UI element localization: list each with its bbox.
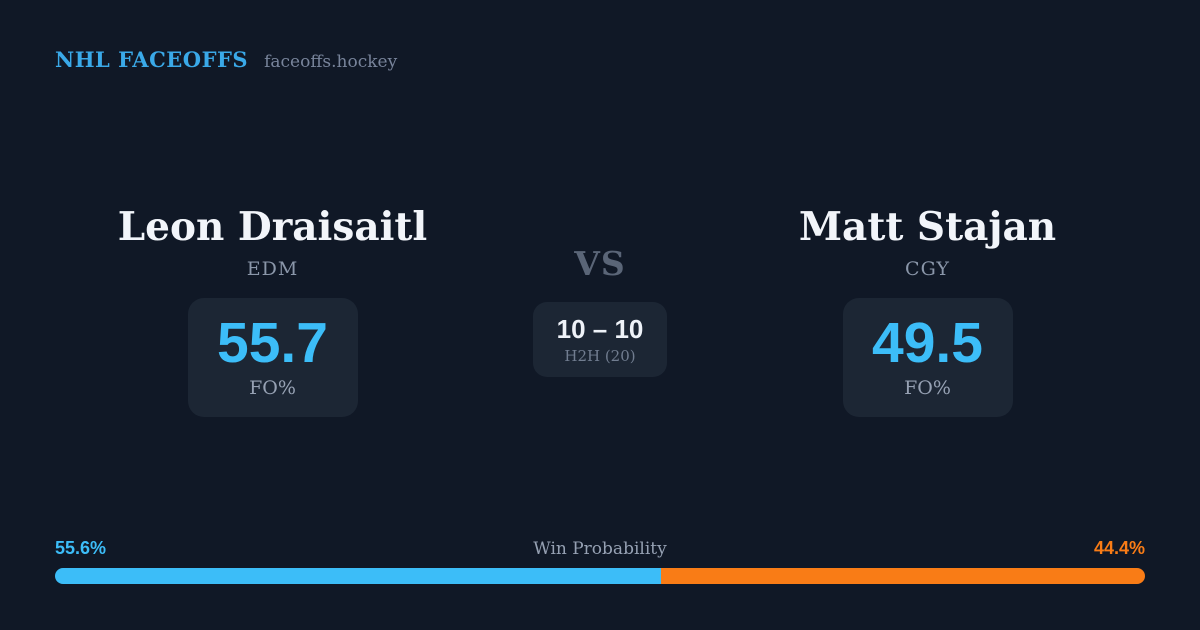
win-pct-left: 55.6% (55, 538, 107, 558)
win-probability-labels: 55.6% Win Probability 44.4% (55, 538, 1145, 559)
vs-label: VS (574, 244, 626, 283)
player-left-fo-label: FO% (249, 376, 296, 399)
player-left-faceoff-card: 55.7 FO% (187, 297, 358, 417)
h2h-score: 10 – 10 (556, 314, 644, 344)
win-bar-right-segment (661, 568, 1145, 584)
player-right-faceoff-card: 49.5 FO% (842, 297, 1013, 417)
player-left-team: EDM (246, 257, 299, 280)
player-left-fo-pct: 55.7 (217, 310, 328, 375)
h2h-label: H2H (20) (564, 346, 636, 365)
player-left: Leon Draisaitl EDM 55.7 FO% (60, 205, 485, 417)
win-bar-left-segment (55, 568, 662, 584)
win-probability-section: 55.6% Win Probability 44.4% (55, 538, 1145, 584)
player-left-name: Leon Draisaitl (117, 204, 428, 250)
player-right-fo-pct: 49.5 (872, 310, 983, 375)
matchup-section: Leon Draisaitl EDM 55.7 FO% VS 10 – 10 H… (60, 205, 1140, 417)
player-right: Matt Stajan CGY 49.5 FO% (715, 205, 1140, 417)
site-url: faceoffs.hockey (264, 52, 398, 72)
win-probability-bar (55, 568, 1145, 584)
player-right-team: CGY (905, 257, 950, 280)
win-probability-title: Win Probability (533, 539, 667, 559)
win-pct-right: 44.4% (1093, 538, 1145, 558)
player-right-fo-label: FO% (904, 376, 951, 399)
versus-column: VS 10 – 10 H2H (20) (485, 205, 715, 377)
header: NHL FACEOFFS faceoffs.hockey (55, 47, 397, 72)
brand-title: NHL FACEOFFS (55, 47, 249, 72)
player-right-name: Matt Stajan (798, 204, 1057, 250)
h2h-card: 10 – 10 H2H (20) (532, 302, 668, 377)
